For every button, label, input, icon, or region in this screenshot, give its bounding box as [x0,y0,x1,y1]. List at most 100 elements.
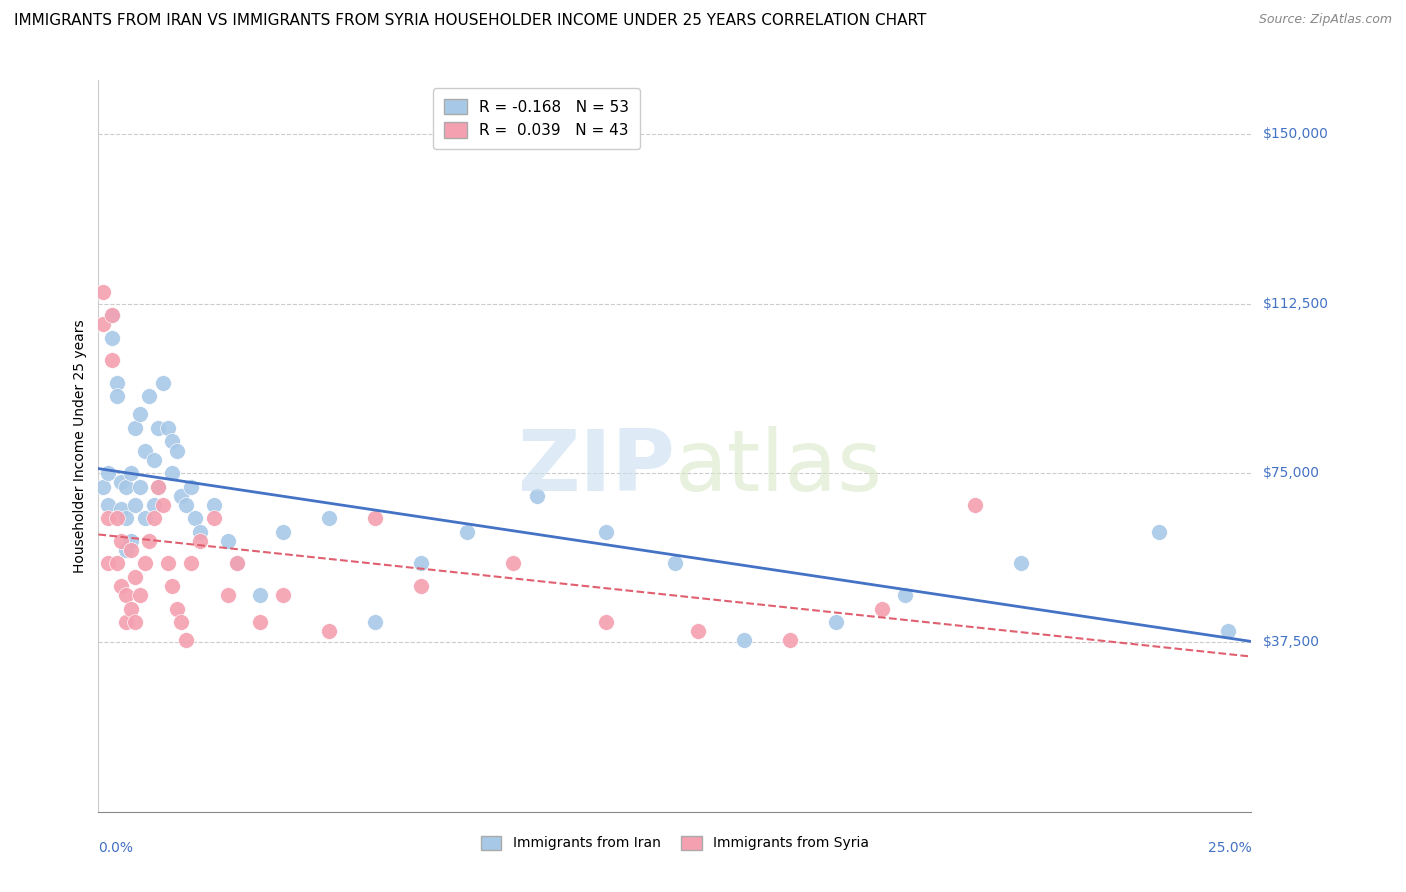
Point [142,498,165,512]
Text: 0.0%: 0.0% [98,841,134,855]
Point [91,317,114,331]
Point [664,557,686,571]
Point [170,615,193,629]
Point [120,601,142,615]
Point [101,308,124,322]
Point [686,624,709,639]
Point [411,557,433,571]
Text: ZIP: ZIP [517,426,675,509]
Point [105,511,128,525]
Point [97,557,120,571]
Point [115,588,138,602]
Point [160,466,183,480]
Point [217,533,239,548]
Point [225,557,247,571]
Point [110,475,132,489]
Point [364,615,387,629]
Point [152,376,174,390]
Point [318,511,340,525]
Point [91,285,114,300]
Point [138,533,160,548]
Point [733,633,755,648]
Point [115,615,138,629]
Point [170,489,193,503]
Text: atlas: atlas [675,426,883,509]
Point [101,331,124,345]
Point [110,533,132,548]
Point [97,511,120,525]
Point [411,579,433,593]
Point [124,498,146,512]
Point [134,443,156,458]
Point [180,480,202,494]
Point [142,511,165,525]
Point [526,489,548,503]
Point [120,533,142,548]
Point [120,542,142,557]
Point [142,452,165,467]
Point [124,615,146,629]
Point [97,498,120,512]
Point [101,308,124,322]
Text: 25.0%: 25.0% [1208,841,1251,855]
Point [166,601,188,615]
Point [202,498,225,512]
Point [825,615,848,629]
Point [225,557,247,571]
Point [97,466,120,480]
Point [174,633,197,648]
Point [184,511,207,525]
Point [364,511,387,525]
Point [180,557,202,571]
Point [105,557,128,571]
Point [456,524,478,539]
Point [166,443,188,458]
Point [202,511,225,525]
Point [101,353,124,368]
Point [894,588,917,602]
Point [872,601,894,615]
Point [156,421,179,435]
Point [595,615,617,629]
Point [152,498,174,512]
Point [110,579,132,593]
Point [502,557,524,571]
Text: IMMIGRANTS FROM IRAN VS IMMIGRANTS FROM SYRIA HOUSEHOLDER INCOME UNDER 25 YEARS : IMMIGRANTS FROM IRAN VS IMMIGRANTS FROM … [14,13,927,29]
Point [148,421,170,435]
Legend: Immigrants from Iran, Immigrants from Syria: Immigrants from Iran, Immigrants from Sy… [475,830,875,856]
Point [105,376,128,390]
Point [249,588,271,602]
Point [129,480,152,494]
Point [120,466,142,480]
Point [217,588,239,602]
Text: $37,500: $37,500 [1263,635,1319,649]
Point [595,524,617,539]
Y-axis label: Householder Income Under 25 years: Householder Income Under 25 years [73,319,87,573]
Point [148,480,170,494]
Point [963,498,986,512]
Point [115,511,138,525]
Point [91,480,114,494]
Point [160,579,183,593]
Point [148,480,170,494]
Point [779,633,801,648]
Point [124,570,146,584]
Point [1147,524,1170,539]
Point [188,524,211,539]
Text: Source: ZipAtlas.com: Source: ZipAtlas.com [1258,13,1392,27]
Point [271,588,294,602]
Point [249,615,271,629]
Point [1218,624,1240,639]
Point [1010,557,1032,571]
Point [160,434,183,449]
Point [115,542,138,557]
Text: $112,500: $112,500 [1263,297,1329,310]
Point [134,511,156,525]
Text: $75,000: $75,000 [1263,467,1319,480]
Point [174,498,197,512]
Point [105,389,128,403]
Text: $150,000: $150,000 [1263,128,1329,142]
Point [188,533,211,548]
Point [110,502,132,516]
Point [156,557,179,571]
